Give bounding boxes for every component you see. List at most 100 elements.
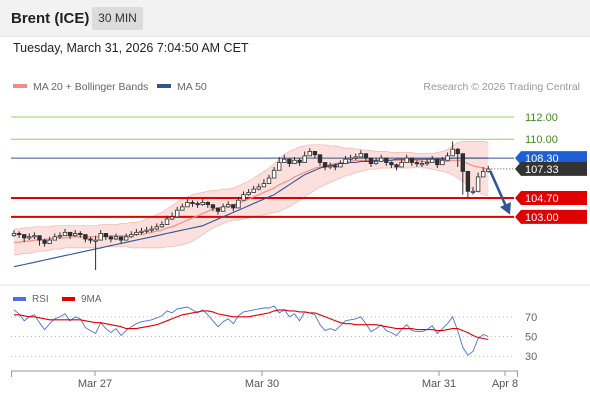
level-label-112.00: 112.00 xyxy=(525,112,558,124)
candle-body xyxy=(322,162,328,168)
level-label-104.70: 104.70 xyxy=(525,193,559,205)
level-label-110.00: 110.00 xyxy=(525,134,558,146)
candle-body xyxy=(16,233,22,236)
candle-body xyxy=(78,233,83,236)
candle-body xyxy=(149,228,154,231)
candle-body xyxy=(440,159,445,166)
candles xyxy=(11,141,491,271)
candle-body xyxy=(414,162,420,165)
candle-body xyxy=(404,157,409,163)
candle-body xyxy=(246,192,251,196)
x-tick-label: Mar 27 xyxy=(78,378,112,390)
legend-label: 9MA xyxy=(81,294,102,305)
level-label-box xyxy=(515,190,587,205)
x-tick-label: Mar 30 xyxy=(245,378,279,390)
candle-body xyxy=(368,157,374,165)
rsi-tick-label-30: 30 xyxy=(525,351,537,363)
timeframe-button[interactable]: 30 MIN xyxy=(92,7,143,30)
candle-body xyxy=(57,235,63,238)
candle-body xyxy=(475,176,481,192)
instrument-title: Brent (ICE) xyxy=(11,10,90,27)
candle-body xyxy=(465,170,471,192)
ma20-line xyxy=(14,159,489,243)
bollinger-upper-line xyxy=(14,141,489,230)
candle-body xyxy=(282,158,287,163)
candle-body xyxy=(236,199,241,209)
candle-body xyxy=(486,168,491,172)
candle-body xyxy=(384,157,389,163)
candle-body xyxy=(210,204,216,209)
candle-body xyxy=(37,235,42,241)
candle-body xyxy=(317,154,323,163)
candle-body xyxy=(215,207,221,212)
candle-body xyxy=(11,233,17,237)
rsi-series-rsi xyxy=(13,305,489,356)
credit-text: Research © 2026 Trading Central xyxy=(423,81,580,93)
candle-body xyxy=(251,188,256,193)
candle-body xyxy=(333,165,338,168)
candle-body xyxy=(195,203,200,206)
candle-body xyxy=(83,234,88,240)
candle-body xyxy=(139,230,144,233)
candle-body xyxy=(118,236,124,241)
candle-body xyxy=(169,216,175,220)
candle-body xyxy=(266,177,272,184)
candle-body xyxy=(373,160,379,165)
candle-body xyxy=(185,202,190,208)
legend-swatch xyxy=(157,84,171,88)
candle-body xyxy=(144,229,149,232)
level-label-box xyxy=(515,161,587,176)
candle-body xyxy=(287,158,292,165)
candle-body xyxy=(343,158,348,165)
candle-body xyxy=(205,202,210,206)
candle-body xyxy=(302,155,307,163)
legend-swatch xyxy=(62,297,75,301)
candle-body xyxy=(164,218,170,225)
candle-body xyxy=(32,235,37,238)
candle-body xyxy=(190,202,195,205)
level-label-107.33: 107.33 xyxy=(525,164,559,176)
candle-body xyxy=(27,236,32,239)
legend-label: RSI xyxy=(32,294,49,305)
candle-body xyxy=(42,239,47,244)
candle-body xyxy=(108,236,114,240)
candle-body xyxy=(241,194,246,201)
candle-body xyxy=(129,234,134,238)
legend-swatch xyxy=(13,297,26,301)
candle-body xyxy=(103,233,108,238)
candle-body xyxy=(307,151,312,157)
candle-body xyxy=(480,170,486,178)
candle-body xyxy=(338,163,343,168)
level-label-103.00: 103.00 xyxy=(525,212,559,224)
candle-body xyxy=(67,231,73,237)
candle-body xyxy=(409,157,414,163)
candle-body xyxy=(88,238,93,241)
rsi-tick-label-50: 50 xyxy=(525,332,537,344)
candle-body xyxy=(327,165,333,168)
candle-body xyxy=(98,233,103,241)
price-legend: MA 20 + Bollinger Bands MA 50 xyxy=(13,81,207,93)
candle-body xyxy=(225,204,231,208)
candle-body xyxy=(435,158,440,166)
rsi-legend: RSI 9MA xyxy=(13,294,102,305)
candle-body xyxy=(276,162,282,171)
candle-body xyxy=(93,239,98,242)
forecast-arrow-shaft xyxy=(489,170,509,210)
candle-body xyxy=(297,159,302,163)
candle-body xyxy=(460,153,465,172)
ma50-line xyxy=(13,157,489,268)
candle-body xyxy=(389,162,394,166)
candle-body xyxy=(47,239,52,244)
rsi-series-9ma xyxy=(14,309,489,341)
candle-body xyxy=(73,233,78,237)
legend-swatch xyxy=(13,84,27,88)
candle-body xyxy=(348,157,353,160)
timestamp-label: Tuesday, March 31, 2026 7:04:50 AM CET xyxy=(13,41,249,55)
candle-body xyxy=(134,231,139,235)
candle-body xyxy=(419,163,425,166)
candle-body xyxy=(429,158,435,163)
candle-body xyxy=(312,151,318,156)
candle-body xyxy=(271,169,277,179)
candle-body xyxy=(52,236,57,241)
